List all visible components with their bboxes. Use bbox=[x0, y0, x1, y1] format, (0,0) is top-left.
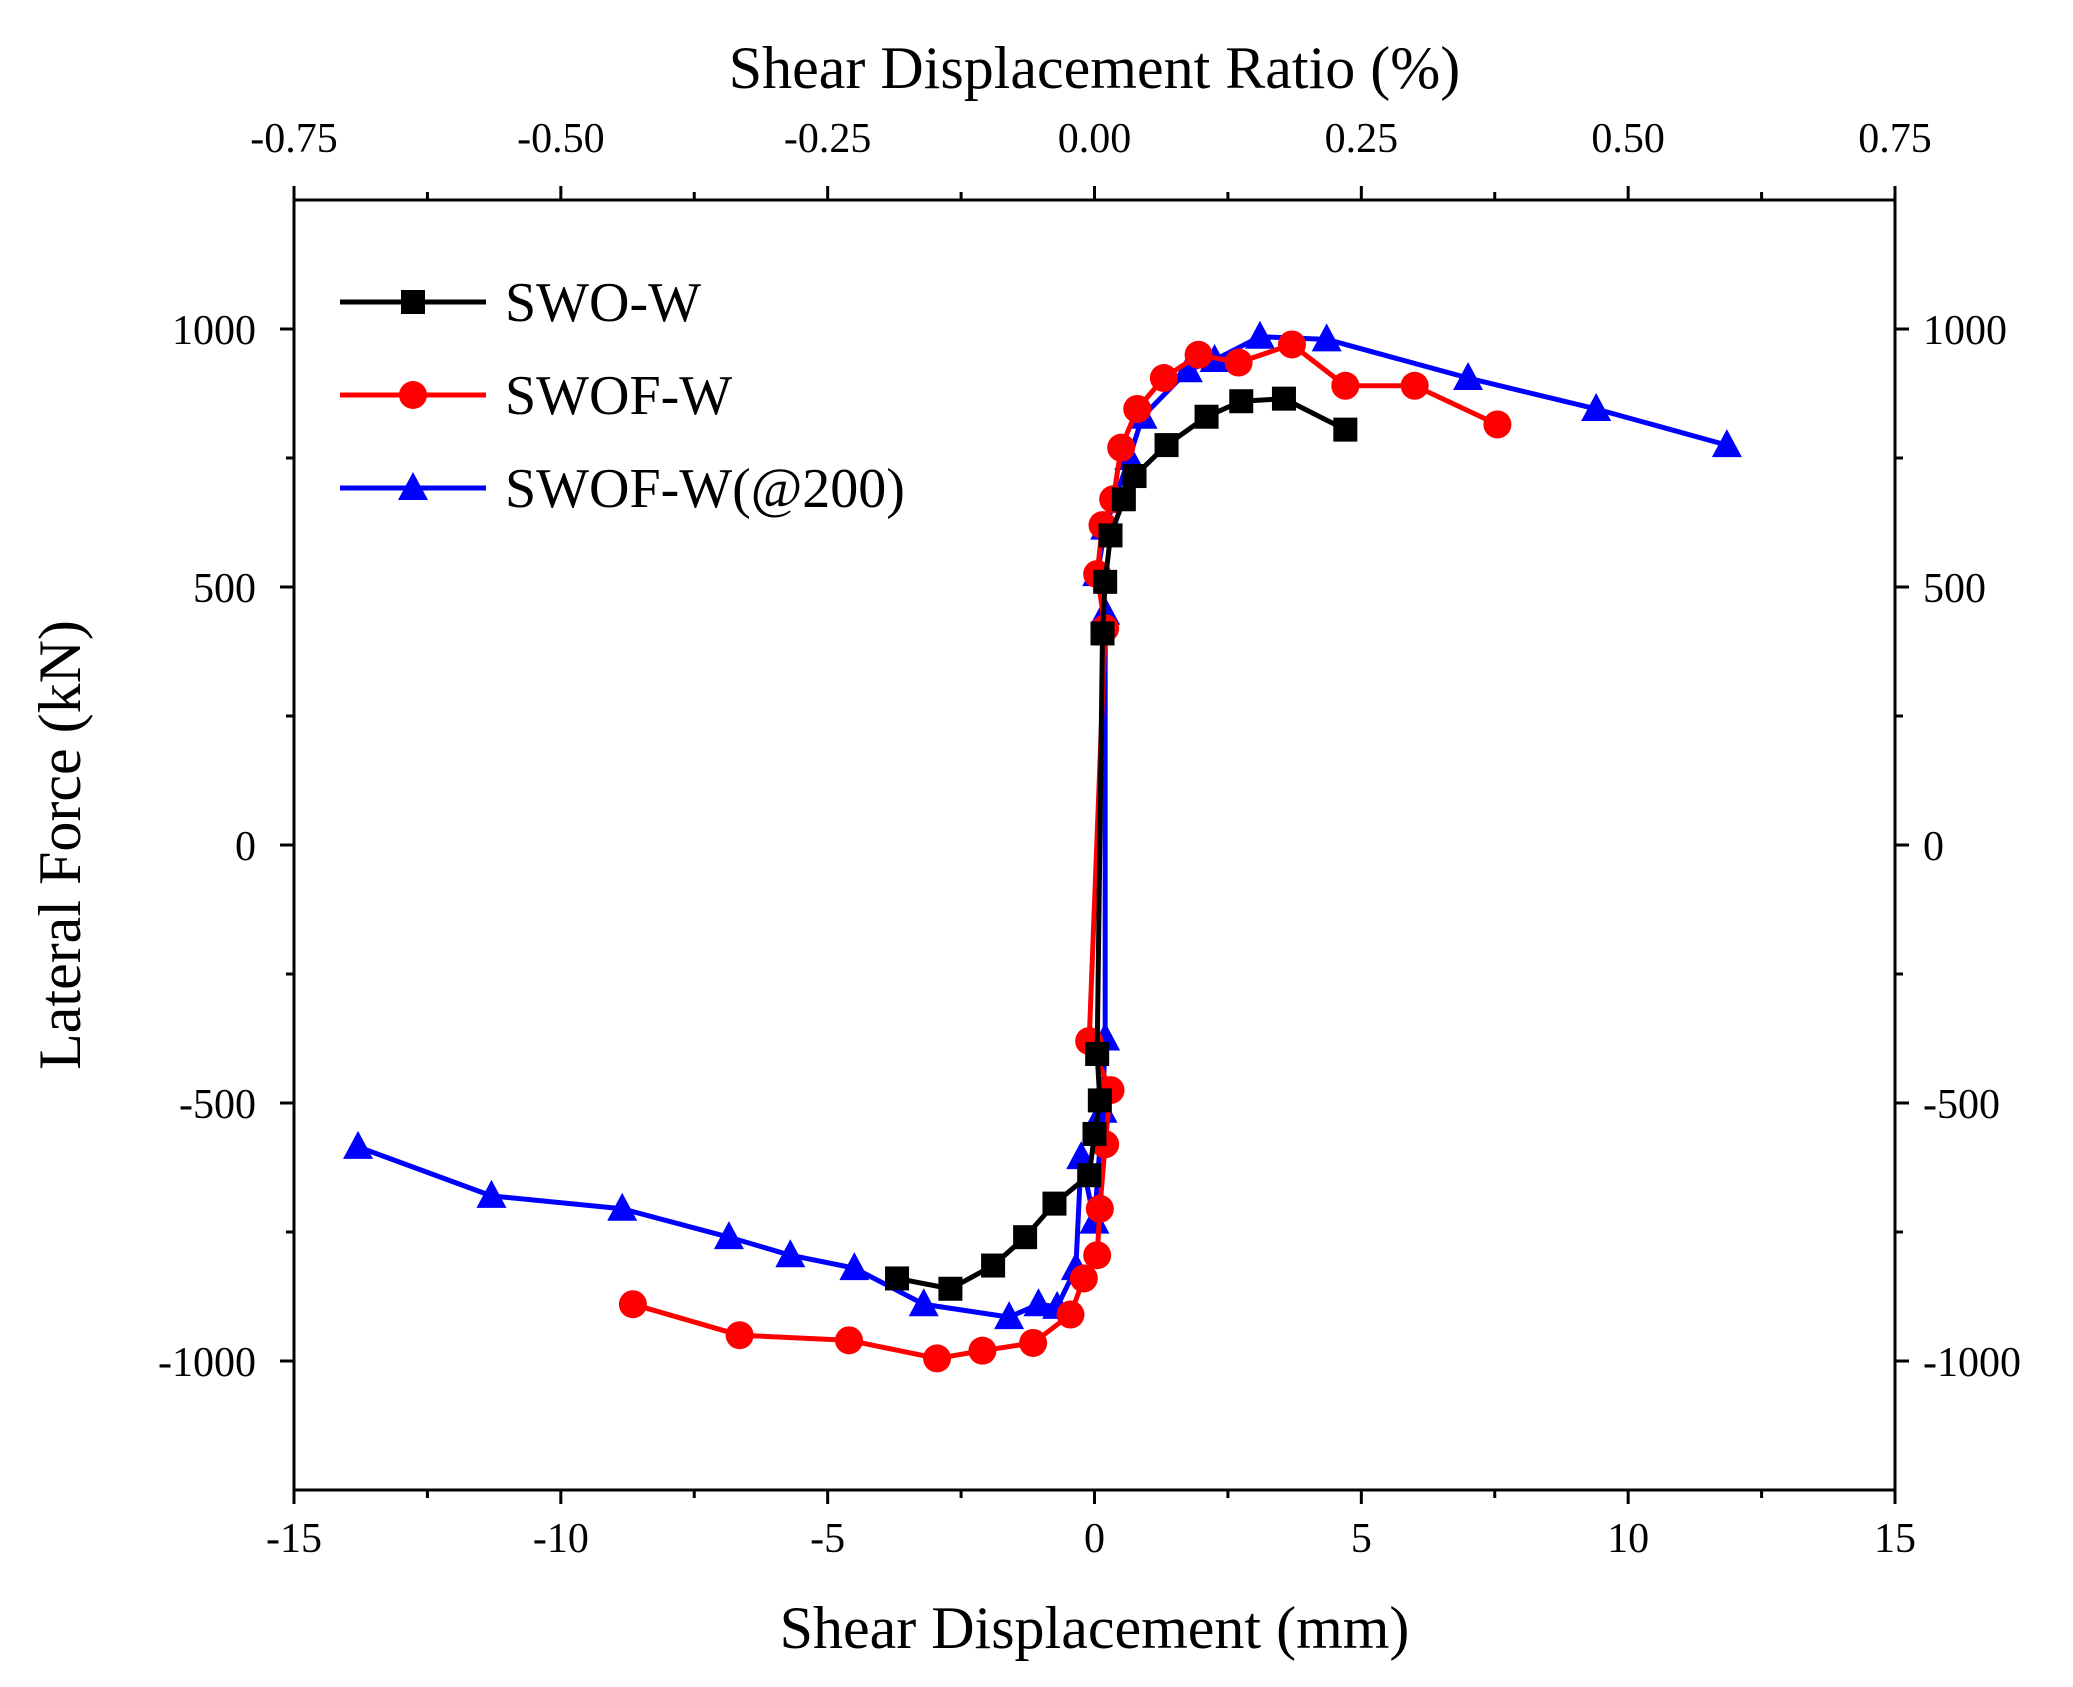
data-point bbox=[835, 1326, 864, 1355]
y-tick-label: 1000 bbox=[172, 308, 256, 354]
x-tick-label: 5 bbox=[1351, 1516, 1372, 1562]
data-point bbox=[1090, 621, 1115, 646]
legend-marker bbox=[398, 472, 428, 500]
legend-marker bbox=[399, 381, 427, 409]
legend-marker bbox=[401, 290, 425, 314]
y-tick-label: 500 bbox=[193, 566, 256, 612]
data-point bbox=[607, 1192, 638, 1221]
data-point bbox=[775, 1239, 806, 1268]
y-right-tick-label: -500 bbox=[1923, 1082, 2000, 1128]
series-layer bbox=[343, 320, 1742, 1373]
data-point bbox=[1087, 1088, 1112, 1113]
x-tick-label: 10 bbox=[1607, 1516, 1649, 1562]
data-point bbox=[1085, 1194, 1114, 1223]
legend-label: SWOF-W bbox=[505, 365, 732, 427]
legend-label: SWO-W bbox=[505, 272, 701, 334]
data-point bbox=[1069, 1264, 1098, 1293]
data-point bbox=[938, 1276, 963, 1301]
data-point bbox=[1123, 394, 1152, 423]
data-point bbox=[1098, 523, 1123, 548]
data-point bbox=[1042, 1191, 1067, 1216]
data-point bbox=[1077, 1163, 1102, 1188]
data-point bbox=[1172, 354, 1203, 383]
data-point bbox=[1581, 392, 1612, 421]
legend: SWO-W SWOF-W SWOF-W(@200) bbox=[340, 272, 905, 520]
data-point bbox=[1085, 1041, 1110, 1066]
data-point bbox=[994, 1301, 1025, 1330]
data-point bbox=[1154, 433, 1179, 458]
data-point bbox=[1229, 389, 1254, 414]
data-point bbox=[713, 1221, 744, 1250]
y-right-tick-label: 500 bbox=[1923, 566, 1986, 612]
legend-item: SWOF-W(@200) bbox=[340, 458, 905, 520]
labels-layer: -15 -10 -5 0 5 10 15 -0.75 -0.50 -0.25 0.00 0.25 0.5… bbox=[158, 116, 2021, 1562]
y-right-tick-label: 1000 bbox=[1923, 308, 2007, 354]
data-point bbox=[1331, 371, 1360, 400]
data-point bbox=[908, 1288, 939, 1317]
y-right-tick-label: -1000 bbox=[1923, 1340, 2021, 1386]
data-point bbox=[1111, 487, 1136, 512]
x-axis-title: Shear Displacement (mm) bbox=[780, 1595, 1410, 1661]
x-tick-label: -10 bbox=[533, 1516, 589, 1562]
y-tick-label: -1000 bbox=[158, 1340, 256, 1386]
data-point bbox=[1083, 1241, 1112, 1270]
data-point bbox=[725, 1321, 754, 1350]
data-point bbox=[1019, 1328, 1048, 1357]
data-point bbox=[476, 1179, 507, 1208]
y-tick-label: -500 bbox=[179, 1082, 256, 1128]
x-tick-label: -5 bbox=[810, 1516, 845, 1562]
ticks-layer bbox=[280, 186, 1909, 1504]
data-point bbox=[981, 1253, 1006, 1278]
data-point bbox=[1184, 340, 1213, 369]
data-point bbox=[618, 1290, 647, 1319]
data-point bbox=[1093, 569, 1118, 594]
data-point bbox=[1122, 464, 1147, 489]
legend-label: SWOF-W(@200) bbox=[505, 458, 905, 520]
data-point bbox=[1107, 433, 1136, 462]
data-point bbox=[1013, 1225, 1038, 1250]
legend-item: SWOF-W bbox=[340, 365, 732, 427]
data-point bbox=[1400, 371, 1429, 400]
y-tick-label: 0 bbox=[235, 824, 256, 870]
data-point bbox=[1244, 320, 1275, 349]
data-point bbox=[968, 1336, 997, 1365]
data-point bbox=[1082, 1121, 1107, 1146]
data-point bbox=[839, 1252, 870, 1281]
x-tick-label: -15 bbox=[266, 1516, 322, 1562]
legend-item: SWO-W bbox=[340, 272, 701, 334]
data-point bbox=[923, 1344, 952, 1373]
data-point bbox=[885, 1266, 910, 1291]
series-SWO-W bbox=[885, 386, 1358, 1301]
x-tick-label: 0 bbox=[1084, 1516, 1105, 1562]
data-point bbox=[1149, 364, 1178, 393]
data-point bbox=[1311, 323, 1342, 352]
x-tick-label: 15 bbox=[1874, 1516, 1916, 1562]
top-axis-title: Shear Displacement Ratio (%) bbox=[729, 35, 1460, 101]
data-point bbox=[1453, 362, 1484, 391]
data-point bbox=[1271, 386, 1296, 411]
x2-tick-label: 0.75 bbox=[1858, 116, 1932, 162]
x2-tick-label: -0.50 bbox=[517, 116, 605, 162]
data-point bbox=[1277, 330, 1306, 359]
data-point bbox=[1333, 417, 1358, 442]
data-point bbox=[1194, 404, 1219, 429]
x2-tick-label: 0.00 bbox=[1058, 116, 1132, 162]
data-point bbox=[1056, 1300, 1085, 1329]
x2-tick-label: -0.75 bbox=[250, 116, 338, 162]
y-right-tick-label: 0 bbox=[1923, 824, 1944, 870]
data-point bbox=[1711, 429, 1742, 458]
x2-tick-label: 0.50 bbox=[1591, 116, 1665, 162]
data-point bbox=[1483, 410, 1512, 439]
x2-tick-label: -0.25 bbox=[784, 116, 872, 162]
data-point bbox=[1023, 1288, 1054, 1317]
data-point bbox=[1224, 348, 1253, 377]
data-point bbox=[343, 1130, 374, 1159]
x2-tick-label: 0.25 bbox=[1325, 116, 1399, 162]
y-axis-title: Lateral Force (kN) bbox=[27, 620, 93, 1070]
